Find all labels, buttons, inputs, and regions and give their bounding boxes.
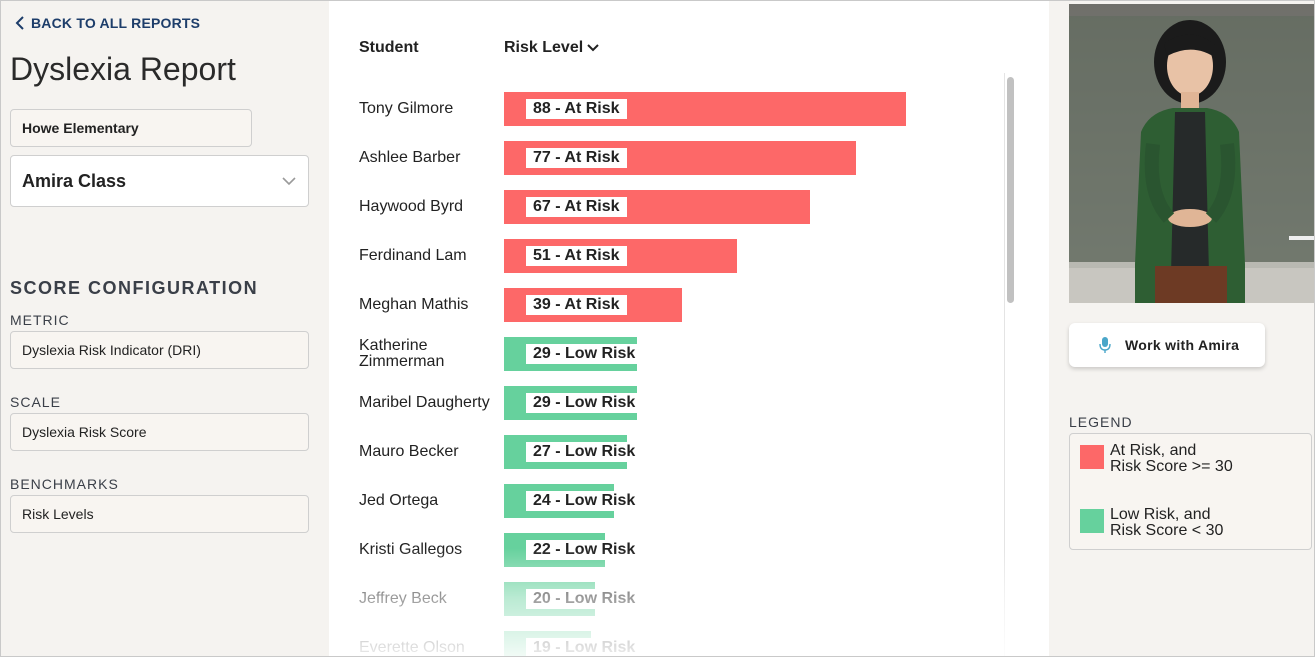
legend-item-low-risk: Low Risk, and Risk Score < 30 [1080,498,1223,539]
back-link-label: BACK TO ALL REPORTS [31,15,201,31]
legend-low-risk-line1: Low Risk, and [1110,506,1211,523]
student-name: Tony Gilmore [359,100,454,117]
class-dropdown-value: Amira Class [22,170,127,191]
report-panel: Student Risk Level Tony Gilmore 88 - At R… [329,1,1049,656]
student-name: Jed Ortega [359,492,439,509]
work-with-amira-button[interactable]: Work with Amira [1069,323,1265,367]
right-panel: Work with Amira LEGEND At Risk, and Risk… [1049,1,1314,656]
student-name: Katherine Zimmerman [359,337,445,370]
scrollbar-track[interactable] [1004,73,1018,656]
at-risk-bar[interactable]: 51 - At Risk [504,239,737,273]
low-risk-bar[interactable]: 19 - Low Risk [504,631,643,656]
risk-score-label: 27 - Low Risk [526,442,643,462]
table-row[interactable]: Meghan Mathis 39 - At Risk [329,285,999,325]
student-header-label: Student [359,39,419,56]
table-row[interactable]: Ashlee Barber 77 - At Risk [329,138,999,178]
low-risk-bar[interactable]: 29 - Low Risk [504,337,643,371]
risk-score-label: 22 - Low Risk [526,540,643,560]
benchmarks-label: BENCHMARKS [10,476,119,492]
student-name: Meghan Mathis [359,296,469,313]
low-risk-bar[interactable]: 27 - Low Risk [504,435,643,469]
student-name: Kristi Gallegos [359,541,463,558]
page-title: Dyslexia Report [10,51,236,87]
table-row[interactable]: Mauro Becker 27 - Low Risk [329,432,999,472]
table-row[interactable]: Ferdinand Lam 51 - At Risk [329,236,999,276]
amira-avatar-image [1069,4,1314,303]
metric-label: METRIC [10,312,70,328]
low-risk-bar[interactable]: 29 - Low Risk [504,386,643,420]
risk-header-label: Risk Level [504,39,584,56]
at-risk-bar[interactable]: 39 - At Risk [504,288,682,322]
student-name: Mauro Becker [359,443,459,460]
student-column-header[interactable]: Student [359,39,419,57]
student-name: Everette Olson [359,639,465,656]
school-field: Howe Elementary [10,109,252,147]
table-row[interactable]: Maribel Daugherty 29 - Low Risk [329,383,999,423]
student-name: Maribel Daugherty [359,394,490,411]
at-risk-bar[interactable]: 67 - At Risk [504,190,810,224]
low-risk-bar[interactable]: 24 - Low Risk [504,484,643,518]
risk-score-label: 29 - Low Risk [526,393,643,413]
legend-title: LEGEND [1069,414,1133,430]
low-risk-bar[interactable]: 22 - Low Risk [504,533,643,567]
risk-score-label: 29 - Low Risk [526,344,643,364]
risk-score-label: 20 - Low Risk [526,589,643,609]
at-risk-bar[interactable]: 77 - At Risk [504,141,856,175]
table-row[interactable]: Katherine Zimmerman 29 - Low Risk [329,334,999,374]
table-row[interactable]: Jeffrey Beck 20 - Low Risk [329,579,999,619]
risk-score-label: 67 - At Risk [526,197,627,217]
left-panel: BACK TO ALL REPORTS Dyslexia Report Howe… [1,1,329,656]
benchmarks-field: Risk Levels [10,495,309,533]
student-name: Ferdinand Lam [359,247,467,264]
class-dropdown[interactable]: Amira Class [10,155,309,207]
scale-field: Dyslexia Risk Score [10,413,309,451]
legend-at-risk-line1: At Risk, and [1110,442,1197,459]
work-with-amira-label: Work with Amira [1125,337,1240,353]
chevron-left-icon [15,16,24,30]
risk-score-label: 77 - At Risk [526,148,627,168]
legend: At Risk, and Risk Score >= 30 Low Risk, … [1069,433,1312,550]
scrollbar-thumb[interactable] [1007,77,1014,303]
student-name: Haywood Byrd [359,198,464,215]
legend-item-at-risk: At Risk, and Risk Score >= 30 [1080,434,1233,475]
legend-at-risk-line2: Risk Score >= 30 [1110,458,1233,475]
back-to-reports-link[interactable]: BACK TO ALL REPORTS [15,15,200,31]
table-row[interactable]: Haywood Byrd 67 - At Risk [329,187,999,227]
risk-score-label: 24 - Low Risk [526,491,643,511]
student-name: Jeffrey Beck [359,590,447,607]
metric-field: Dyslexia Risk Indicator (DRI) [10,331,309,369]
student-name: Ashlee Barber [359,149,461,166]
table-row[interactable]: Kristi Gallegos 22 - Low Risk [329,530,999,570]
low-risk-bar[interactable]: 20 - Low Risk [504,582,643,616]
table-row[interactable]: Tony Gilmore 88 - At Risk [329,89,999,129]
scale-label: SCALE [10,394,61,410]
risk-score-label: 88 - At Risk [526,99,627,119]
chevron-down-icon [282,177,296,186]
risk-score-label: 39 - At Risk [526,295,627,315]
risk-level-column-header[interactable]: Risk Level [504,39,599,57]
table-row[interactable]: Jed Ortega 24 - Low Risk [329,481,999,521]
sort-chevron-down-icon [587,44,599,52]
score-configuration-heading: SCORE CONFIGURATION [10,278,259,298]
at-risk-swatch [1080,445,1104,469]
risk-score-label: 51 - At Risk [526,246,627,266]
at-risk-bar[interactable]: 88 - At Risk [504,92,906,126]
risk-score-label: 19 - Low Risk [526,638,643,656]
legend-low-risk-line2: Risk Score < 30 [1110,522,1224,539]
low-risk-swatch [1080,509,1104,533]
table-row[interactable]: Everette Olson 19 - Low Risk [329,628,999,656]
microphone-icon [1099,337,1111,353]
